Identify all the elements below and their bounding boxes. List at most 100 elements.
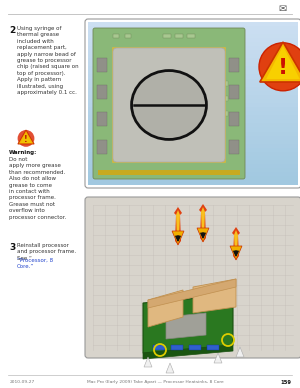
Text: ✉: ✉ bbox=[278, 4, 286, 14]
Polygon shape bbox=[199, 204, 207, 242]
Bar bbox=[97, 85, 107, 99]
Bar bbox=[97, 112, 107, 126]
Bar bbox=[88, 132, 298, 136]
Polygon shape bbox=[266, 46, 300, 79]
Bar bbox=[163, 34, 171, 38]
Bar bbox=[88, 87, 298, 91]
Bar bbox=[88, 103, 298, 107]
Polygon shape bbox=[20, 132, 32, 143]
Circle shape bbox=[259, 43, 300, 91]
Bar bbox=[88, 78, 298, 83]
Bar bbox=[223, 81, 228, 86]
Bar bbox=[88, 168, 298, 173]
Text: !: ! bbox=[278, 58, 288, 78]
Polygon shape bbox=[260, 42, 300, 82]
Bar bbox=[229, 85, 239, 99]
Bar bbox=[88, 156, 298, 161]
Bar bbox=[88, 119, 298, 124]
Bar bbox=[88, 111, 298, 116]
Text: Warning:: Warning: bbox=[9, 150, 38, 155]
Text: Mac Pro (Early 2009) Take Apart — Processor Heatsinks, 8 Core: Mac Pro (Early 2009) Take Apart — Proces… bbox=[87, 380, 224, 384]
Text: “Processor, 8
Core.”: “Processor, 8 Core.” bbox=[17, 258, 53, 269]
Bar bbox=[88, 180, 298, 185]
Text: Reinstall processor
and processor frame.
See “: Reinstall processor and processor frame.… bbox=[17, 243, 76, 261]
Bar bbox=[88, 83, 298, 87]
Bar bbox=[113, 48, 225, 162]
Bar bbox=[88, 99, 298, 104]
Bar bbox=[88, 164, 298, 169]
Bar bbox=[88, 62, 298, 67]
Polygon shape bbox=[172, 231, 184, 245]
Bar bbox=[88, 135, 298, 140]
Polygon shape bbox=[18, 130, 34, 144]
FancyBboxPatch shape bbox=[113, 48, 225, 162]
Bar bbox=[88, 74, 298, 79]
Bar bbox=[88, 66, 298, 71]
Polygon shape bbox=[148, 279, 236, 308]
Ellipse shape bbox=[132, 71, 206, 139]
Bar bbox=[229, 140, 239, 154]
Bar bbox=[88, 26, 298, 30]
Bar bbox=[189, 345, 201, 350]
Text: 2010-09-27: 2010-09-27 bbox=[10, 380, 35, 384]
Bar bbox=[223, 111, 228, 116]
Bar bbox=[125, 34, 131, 38]
Bar bbox=[88, 123, 298, 128]
Text: Using syringe of
thermal grease
included with
replacement part,
apply narrow bea: Using syringe of thermal grease included… bbox=[17, 26, 79, 95]
FancyBboxPatch shape bbox=[93, 28, 245, 179]
Bar bbox=[88, 38, 298, 42]
Bar bbox=[88, 95, 298, 99]
Polygon shape bbox=[148, 290, 183, 327]
Polygon shape bbox=[214, 353, 222, 363]
Bar bbox=[229, 58, 239, 72]
Bar bbox=[88, 91, 298, 95]
Bar bbox=[88, 107, 298, 112]
Bar bbox=[88, 127, 298, 132]
Bar bbox=[113, 34, 119, 38]
Bar bbox=[88, 29, 298, 34]
Bar bbox=[97, 140, 107, 154]
Bar bbox=[88, 70, 298, 75]
Bar bbox=[88, 115, 298, 120]
Bar bbox=[187, 34, 195, 38]
Text: !: ! bbox=[24, 135, 28, 144]
Text: 2: 2 bbox=[9, 26, 15, 35]
Bar bbox=[171, 345, 183, 350]
Bar bbox=[88, 152, 298, 156]
Circle shape bbox=[18, 130, 34, 147]
Text: 3: 3 bbox=[9, 243, 15, 252]
Bar bbox=[88, 54, 298, 59]
Polygon shape bbox=[230, 246, 242, 260]
Polygon shape bbox=[232, 227, 240, 260]
Bar bbox=[98, 170, 240, 175]
Polygon shape bbox=[143, 345, 233, 359]
Polygon shape bbox=[144, 357, 152, 367]
Polygon shape bbox=[201, 207, 205, 239]
Bar bbox=[88, 50, 298, 55]
Bar bbox=[88, 172, 298, 177]
Bar bbox=[153, 345, 165, 350]
Bar bbox=[97, 58, 107, 72]
Bar bbox=[175, 34, 183, 38]
Bar bbox=[88, 140, 298, 144]
Bar bbox=[88, 148, 298, 152]
Bar bbox=[207, 345, 219, 350]
Polygon shape bbox=[193, 279, 236, 313]
FancyBboxPatch shape bbox=[85, 197, 300, 358]
Polygon shape bbox=[176, 210, 180, 242]
Polygon shape bbox=[197, 228, 209, 242]
Polygon shape bbox=[143, 295, 233, 353]
Bar bbox=[88, 58, 298, 63]
Polygon shape bbox=[174, 207, 182, 245]
Bar bbox=[88, 144, 298, 148]
Bar bbox=[223, 96, 228, 101]
Bar bbox=[88, 46, 298, 50]
Bar bbox=[88, 177, 298, 181]
Bar bbox=[88, 34, 298, 38]
Text: Do not
apply more grease
than recommended.
Also do not allow
grease to come
in c: Do not apply more grease than recommende… bbox=[9, 157, 66, 220]
Bar bbox=[88, 160, 298, 165]
Polygon shape bbox=[236, 347, 244, 357]
Bar bbox=[229, 112, 239, 126]
Bar bbox=[88, 42, 298, 47]
Polygon shape bbox=[234, 230, 238, 257]
